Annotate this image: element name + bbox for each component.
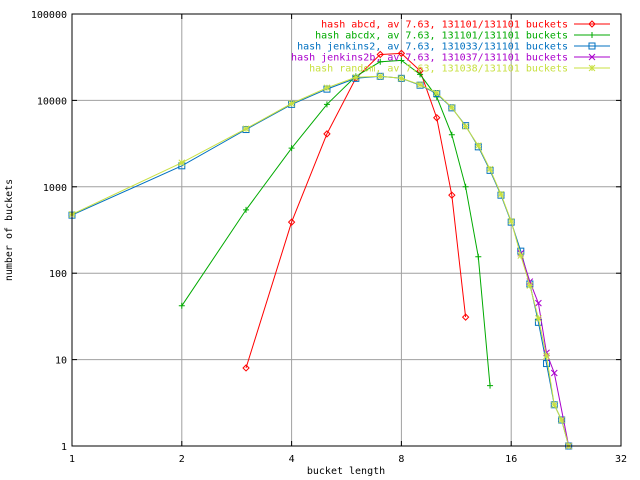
- data-point: [543, 360, 551, 368]
- data-point: [242, 364, 250, 372]
- y-tick-label: 100: [49, 269, 67, 280]
- data-point: [497, 190, 505, 198]
- legend-entry: hash random, av 7.63, 131038/131101 buck…: [309, 64, 610, 75]
- tick-labels: 1 2 4 8 16 32 1 10 100 1000 10000 100000: [31, 10, 627, 465]
- x-tick-label: 1: [69, 454, 75, 465]
- data-point: [417, 71, 424, 78]
- y-tick-label: 1000: [43, 183, 67, 194]
- data-point: [323, 130, 331, 138]
- data-point: [507, 217, 515, 225]
- data-point: [433, 89, 441, 97]
- legend: hash abcd, av 7.63, 131101/131101 bucket…: [291, 20, 610, 75]
- data-point: [448, 104, 456, 111]
- data-point: [448, 131, 455, 138]
- legend-entry: hash abcdx, av 7.63, 131101/131101 bucke…: [315, 31, 610, 42]
- x-tick-label: 2: [179, 454, 185, 465]
- data-point: [398, 57, 405, 64]
- data-point: [588, 64, 596, 72]
- legend-label: hash jenkins2b, av 7.63, 131037/131101 b…: [291, 53, 568, 64]
- data-point: [323, 84, 331, 92]
- data-point: [416, 81, 424, 89]
- y-tick-label: 1: [61, 442, 67, 453]
- data-point: [461, 313, 470, 321]
- data-point: [398, 74, 405, 82]
- legend-label: hash abcd, av 7.63, 131101/131101 bucket…: [321, 20, 568, 31]
- series-1: [242, 49, 470, 372]
- x-axis-label: bucket length: [307, 466, 385, 477]
- data-point: [535, 299, 542, 307]
- y-tick-label: 10000: [37, 96, 67, 107]
- data-point: [588, 53, 596, 61]
- data-point: [242, 125, 250, 133]
- data-point: [462, 183, 469, 190]
- data-point: [462, 123, 469, 130]
- legend-label: hash abcdx, av 7.63, 131101/131101 bucke…: [315, 31, 568, 42]
- data-point: [352, 73, 360, 81]
- data-point: [288, 100, 295, 107]
- data-point: [287, 218, 296, 226]
- data-point: [550, 401, 558, 409]
- data-point: [377, 58, 384, 65]
- data-point: [178, 159, 186, 167]
- data-point: [526, 282, 534, 289]
- y-tick-label: 10: [55, 356, 67, 367]
- grid: [72, 14, 621, 446]
- legend-label: hash jenkins2, av 7.63, 131033/131101 bu…: [297, 42, 568, 53]
- y-axis-label: number of buckets: [4, 179, 15, 281]
- data-point: [433, 114, 441, 122]
- data-point: [474, 142, 482, 149]
- series-line: [245, 52, 467, 369]
- x-tick-label: 32: [615, 454, 627, 465]
- data-point: [487, 382, 494, 389]
- data-point: [376, 50, 384, 59]
- legend-label: hash random, av 7.63, 131038/131101 buck…: [309, 64, 568, 75]
- data-point: [543, 349, 550, 357]
- data-point: [448, 191, 456, 199]
- data-point: [178, 302, 185, 309]
- data-point: [550, 369, 558, 377]
- data-point: [543, 352, 550, 360]
- data-point: [376, 72, 384, 80]
- data-point: [323, 101, 330, 108]
- data-point: [243, 206, 250, 213]
- data-point: [535, 315, 542, 322]
- x-tick-label: 8: [398, 454, 404, 465]
- legend-entry: hash jenkins2, av 7.63, 131033/131101 bu…: [297, 42, 610, 53]
- plot-frame: [71, 13, 622, 447]
- legend-entry: hash jenkins2b, av 7.63, 131037/131101 b…: [291, 53, 610, 64]
- data-point: [517, 252, 525, 259]
- series-2: [178, 57, 494, 389]
- data-point: [475, 253, 482, 260]
- x-tick-label: 4: [289, 454, 295, 465]
- data-point: [558, 416, 565, 424]
- data-point: [397, 49, 406, 58]
- series-line: [520, 253, 570, 447]
- legend-entry: hash abcd, av 7.63, 131101/131101 bucket…: [321, 20, 610, 31]
- x-tick-label: 16: [505, 454, 517, 465]
- series-layer: [68, 49, 573, 450]
- data-point: [288, 145, 295, 152]
- data-point: [589, 32, 595, 38]
- y-tick-label: 100000: [31, 10, 67, 21]
- data-point: [588, 42, 596, 50]
- data-point: [486, 165, 494, 173]
- data-point: [588, 20, 596, 28]
